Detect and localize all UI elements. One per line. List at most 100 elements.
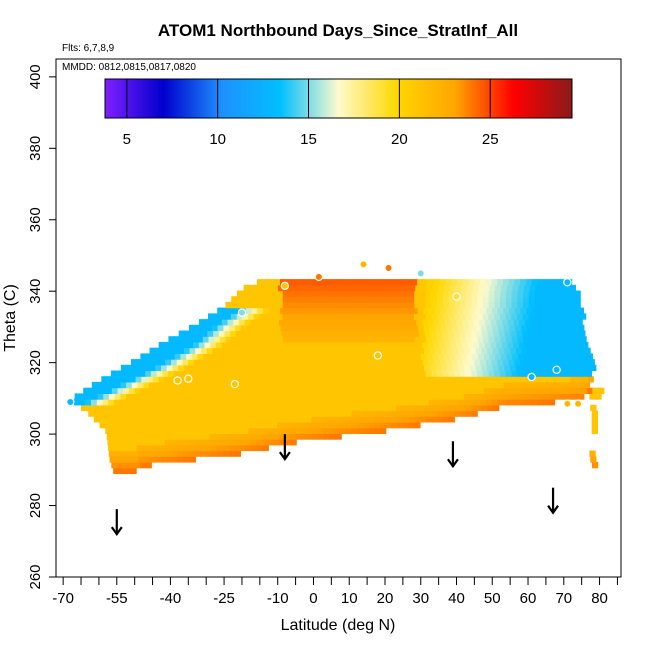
heatmap-cell [154, 393, 161, 400]
heatmap-cell [420, 301, 427, 309]
heatmap-cell [276, 313, 283, 320]
heatmap-cell [264, 347, 271, 354]
heatmap-cell [374, 427, 381, 434]
x-tick-label: 70 [555, 590, 572, 607]
heatmap-cell [109, 456, 116, 463]
heatmap-cell [425, 370, 432, 377]
heatmap-cell [496, 341, 503, 349]
heatmap-cell [330, 341, 337, 349]
heatmap-cell [193, 341, 200, 349]
heatmap-cell [362, 416, 370, 423]
heatmap-cell [505, 290, 513, 297]
heatmap-cell [385, 370, 392, 377]
heatmap-cell [119, 399, 126, 406]
heatmap-cell [401, 364, 408, 372]
heatmap-cell [486, 381, 493, 389]
heatmap-cell [425, 410, 433, 417]
heatmap-cell [189, 404, 196, 412]
heatmap-cell [455, 284, 462, 292]
heatmap-cell [297, 279, 304, 286]
heatmap-cell [117, 462, 124, 469]
chart-title: ATOM1 Northbound Days_Since_StratInf_All [158, 21, 518, 40]
heatmap-cell [368, 410, 375, 417]
heatmap-cell [216, 399, 224, 406]
heatmap-cell [120, 450, 127, 457]
heatmap-cell [264, 404, 271, 412]
heatmap-cell [134, 387, 141, 394]
heatmap-cell [162, 422, 169, 429]
heatmap-cell [179, 427, 186, 434]
heatmap-cell [226, 387, 233, 394]
heatmap-cell [504, 364, 511, 372]
heatmap-cell [233, 359, 241, 366]
heatmap-cell [442, 313, 449, 320]
heatmap-cell [316, 330, 323, 337]
heatmap-cell [466, 353, 473, 360]
heatmap-cell [337, 279, 344, 286]
heatmap-cell [479, 319, 486, 326]
heatmap-cell [388, 307, 396, 314]
heatmap-cell [345, 416, 352, 423]
heatmap-cell [164, 439, 171, 446]
heatmap-cell [447, 330, 454, 337]
heatmap-cell [175, 433, 182, 440]
heatmap-cell [391, 370, 398, 377]
heatmap-cell [511, 301, 518, 309]
heatmap-cell [166, 450, 173, 457]
heatmap-cell [298, 404, 305, 412]
heatmap-cell [514, 307, 521, 314]
heatmap-cell [134, 410, 141, 417]
heatmap-cell [380, 290, 387, 297]
heatmap-cell [412, 381, 419, 389]
heatmap-cell [128, 410, 135, 417]
heatmap-cell [365, 359, 372, 366]
heatmap-cell [393, 376, 400, 383]
heatmap-cell [229, 450, 236, 457]
heatmap-cell [434, 307, 441, 314]
heatmap-cell [445, 279, 453, 286]
heatmap-cell [420, 387, 427, 394]
heatmap-cell [414, 301, 421, 309]
heatmap-cell [245, 359, 252, 366]
heatmap-cell [311, 410, 318, 417]
heatmap-cell [454, 313, 461, 320]
heatmap-cell [183, 456, 191, 463]
heatmap-cell [290, 376, 297, 383]
heatmap-cell [334, 353, 342, 360]
heatmap-cell [282, 416, 289, 423]
heatmap-cell [238, 376, 245, 383]
heatmap-cell [237, 353, 244, 360]
heatmap-cell [299, 370, 306, 377]
heatmap-cell [377, 307, 384, 314]
heatmap-cell [305, 422, 312, 429]
heatmap-cell [368, 370, 375, 377]
heatmap-cell [453, 330, 460, 337]
heatmap-cell [279, 319, 286, 326]
heatmap-cell [577, 307, 584, 314]
heatmap-cell [155, 456, 162, 463]
heatmap-cell [260, 353, 267, 360]
heatmap-cell [282, 336, 290, 343]
heatmap-cell [351, 370, 358, 377]
heatmap-cell [374, 290, 381, 297]
heatmap-cell [243, 353, 250, 360]
heatmap-cell [175, 341, 183, 349]
heatmap-cell [442, 410, 450, 417]
heatmap-cell [198, 433, 205, 440]
heatmap-cell [226, 353, 233, 360]
heatmap-cell [347, 319, 354, 326]
heatmap-cell [480, 381, 488, 389]
heatmap-cell [517, 296, 524, 303]
heatmap-cell [550, 347, 557, 354]
heatmap-cell [317, 336, 324, 343]
heatmap-cell [464, 364, 471, 372]
heatmap-cell [93, 416, 101, 423]
heatmap-cell [503, 399, 510, 406]
heatmap-cell [149, 364, 156, 372]
heatmap-cell [351, 301, 358, 309]
heatmap-cell [527, 347, 534, 354]
heatmap-cell [404, 341, 411, 349]
heatmap-cell [212, 347, 219, 354]
heatmap-cell [374, 422, 381, 429]
heatmap-cell [286, 347, 294, 354]
